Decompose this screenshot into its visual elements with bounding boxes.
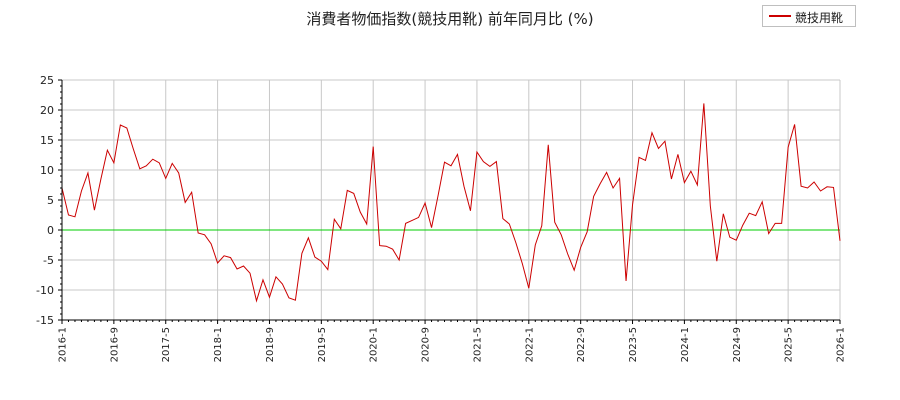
x-tick-label: 2017-5 <box>161 327 172 362</box>
x-tick-label: 2018-1 <box>213 327 224 362</box>
y-tick-label: 25 <box>40 74 54 87</box>
y-tick-label: -5 <box>43 254 54 267</box>
y-tick-label: -15 <box>36 314 54 327</box>
y-tick-label: 0 <box>47 224 54 237</box>
x-tick-label: 2020-1 <box>369 327 380 362</box>
x-tick-label: 2021-5 <box>472 327 483 362</box>
chart-title: 消費者物価指数(競技用靴) 前年同月比 (%) <box>306 10 594 28</box>
x-tick-label: 2020-9 <box>421 327 432 362</box>
x-tick-label: 2022-9 <box>576 327 587 362</box>
x-tick-label: 2016-1 <box>58 327 69 362</box>
x-tick-label: 2024-1 <box>680 327 691 362</box>
y-tick-label: 20 <box>40 104 54 117</box>
x-tick-label: 2022-1 <box>524 327 535 362</box>
y-tick-label: 10 <box>40 164 54 177</box>
y-tick-label: 15 <box>40 134 54 147</box>
x-tick-label: 2019-5 <box>317 327 328 362</box>
legend-label: 競技用靴 <box>795 11 844 25</box>
legend: 競技用靴 <box>762 5 856 27</box>
y-tick-labels: 25 20 15 10 5 0 -5 -10 -15 <box>36 74 54 327</box>
y-tick-label: 5 <box>47 194 54 207</box>
series-layer <box>61 103 841 303</box>
x-tick-label: 2018-9 <box>265 327 276 362</box>
series-line <box>61 103 841 303</box>
x-tick-label: 2024-9 <box>732 327 743 362</box>
axes <box>58 79 841 324</box>
x-tick-label: 2023-5 <box>628 327 639 362</box>
x-tick-labels: 2016-1 2016-9 2017-5 2018-1 2018-9 2019-5 2020… <box>58 327 847 362</box>
x-tick-label: 2026-1 <box>836 327 847 362</box>
x-tick-label: 2016-9 <box>109 327 120 362</box>
legend-swatch <box>769 15 791 17</box>
grid <box>61 79 841 321</box>
y-tick-label: -10 <box>36 284 54 297</box>
x-tick-label: 2025-5 <box>784 327 795 362</box>
